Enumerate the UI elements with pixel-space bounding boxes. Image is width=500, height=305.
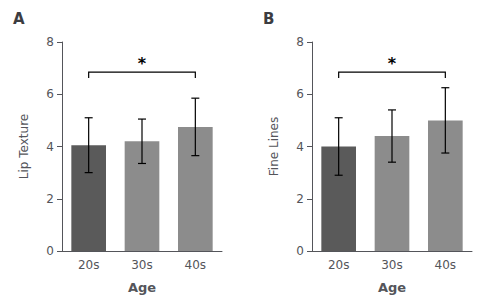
svg-text:Fine Lines: Fine Lines — [267, 117, 281, 176]
svg-text:B: B — [263, 10, 274, 28]
svg-text:Age: Age — [378, 280, 406, 295]
svg-text:40s: 40s — [185, 258, 207, 272]
svg-text:2: 2 — [46, 192, 54, 206]
svg-text:4: 4 — [46, 140, 54, 154]
svg-text:A: A — [13, 10, 25, 28]
svg-text:4: 4 — [296, 140, 304, 154]
svg-text:8: 8 — [296, 35, 304, 49]
svg-text:0: 0 — [296, 244, 304, 258]
svg-text:2: 2 — [296, 192, 304, 206]
svg-text:30s: 30s — [381, 258, 403, 272]
svg-text:30s: 30s — [131, 258, 153, 272]
svg-text:*: * — [138, 54, 147, 73]
svg-text:*: * — [388, 54, 397, 73]
svg-text:40s: 40s — [435, 258, 457, 272]
svg-text:8: 8 — [46, 35, 54, 49]
svg-text:0: 0 — [46, 244, 54, 258]
svg-text:20s: 20s — [78, 258, 100, 272]
svg-text:6: 6 — [46, 87, 54, 101]
svg-text:Age: Age — [128, 280, 156, 295]
svg-text:6: 6 — [296, 87, 304, 101]
svg-text:20s: 20s — [328, 258, 350, 272]
svg-text:Lip Texture: Lip Texture — [17, 114, 31, 179]
